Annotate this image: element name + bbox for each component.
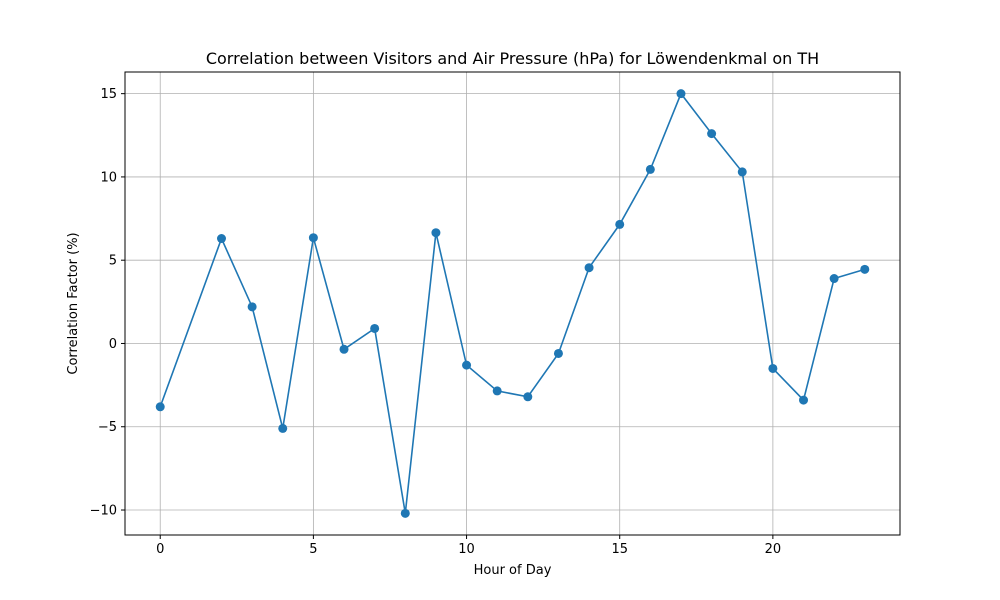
data-point: [308, 233, 318, 243]
x-tick-label: 5: [309, 542, 317, 557]
data-point: [860, 264, 870, 274]
data-point: [553, 348, 563, 358]
y-tick-label: −10: [90, 504, 117, 519]
series-line: [159, 92, 865, 514]
y-tick-label: 15: [100, 87, 117, 102]
x-tick-label: 0: [156, 542, 164, 557]
data-point: [829, 274, 839, 284]
data-point: [155, 402, 165, 412]
data-point: [400, 508, 410, 518]
tick-layer: 0 5 10 15 20 −10 −5 0 5 10 15: [90, 87, 782, 557]
data-point: [339, 344, 349, 354]
data-point: [645, 164, 655, 174]
plot-frame: [124, 71, 901, 536]
x-tick-label: 15: [611, 542, 628, 557]
x-tick-label: 20: [765, 542, 782, 557]
y-tick-label: −5: [98, 420, 117, 435]
x-tick-label: 10: [458, 542, 475, 557]
data-point: [799, 395, 809, 405]
data-point: [707, 129, 717, 139]
data-point: [523, 392, 533, 402]
data-point: [492, 386, 502, 396]
data-point: [247, 302, 257, 312]
data-point: [278, 423, 288, 433]
y-axis-label: Correlation Factor (%): [66, 232, 81, 374]
data-point: [462, 360, 472, 370]
data-point: [584, 263, 594, 273]
series-layer: [155, 89, 870, 518]
y-tick-label: 0: [109, 337, 117, 352]
data-point: [737, 167, 747, 177]
data-point: [431, 228, 441, 238]
x-axis-label: Hour of Day: [474, 563, 552, 578]
grid-layer: [125, 72, 900, 535]
data-point: [676, 89, 686, 99]
data-point: [370, 323, 380, 333]
y-tick-label: 10: [100, 170, 117, 185]
chart-title: Correlation between Visitors and Air Pre…: [206, 49, 819, 68]
data-point: [216, 234, 226, 244]
y-tick-label: 5: [109, 254, 117, 269]
data-point: [615, 219, 625, 229]
data-point: [768, 363, 778, 373]
